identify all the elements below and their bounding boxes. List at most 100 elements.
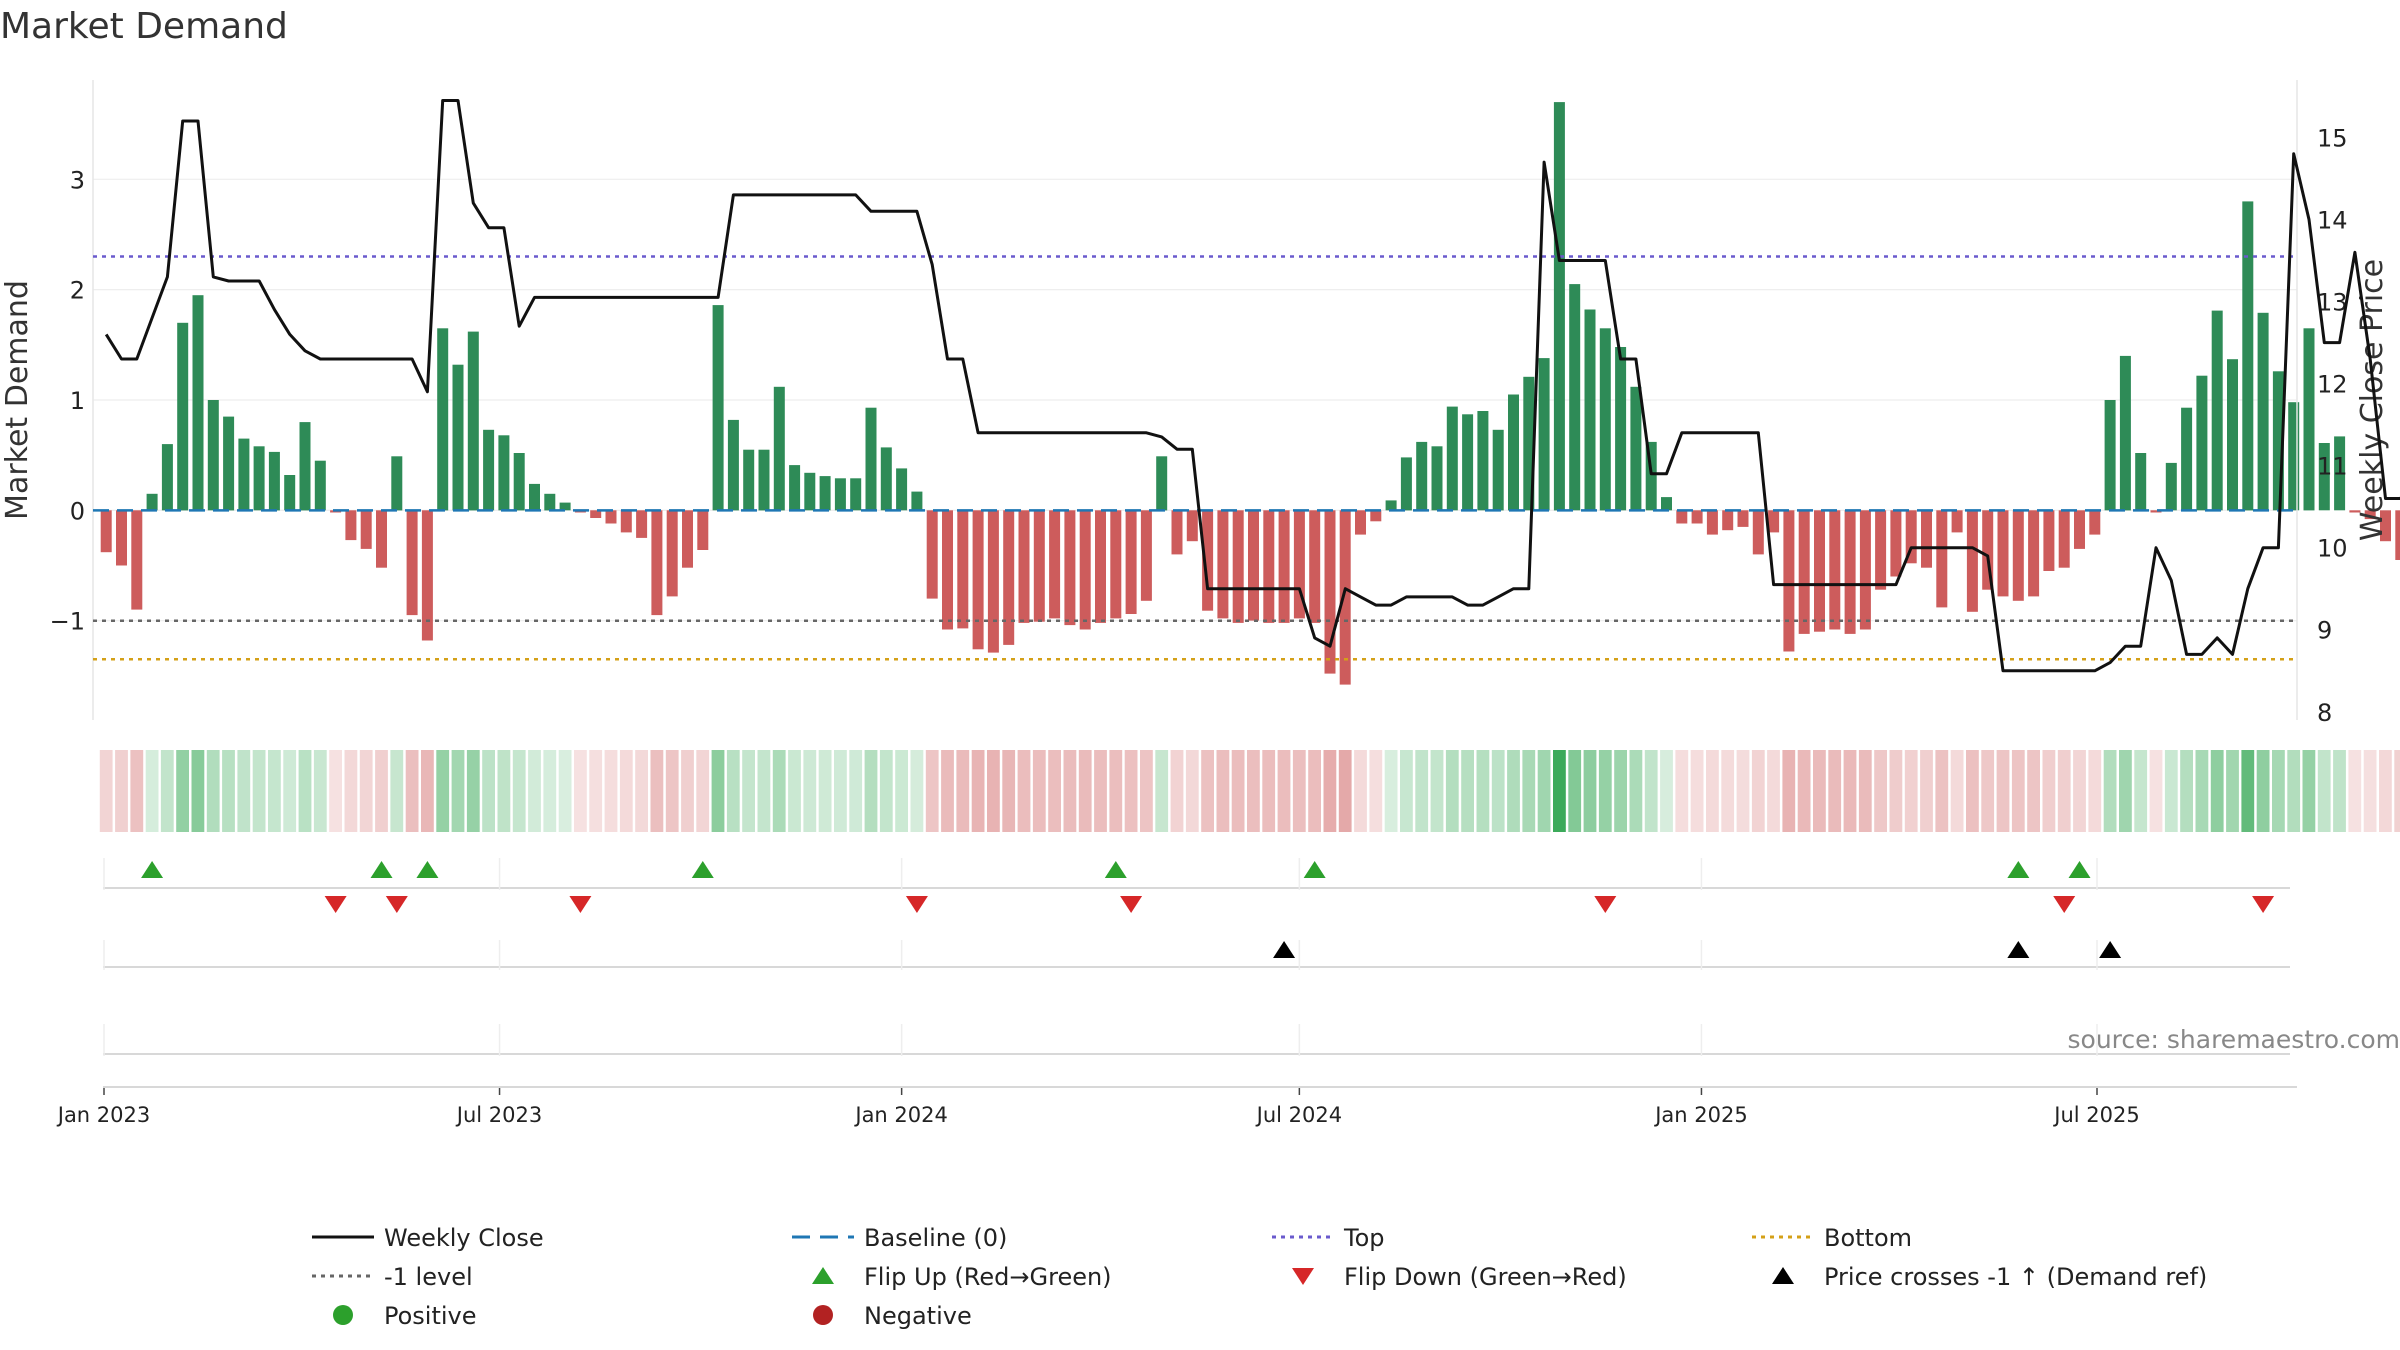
demand-bar [2257, 312, 2269, 511]
demand-bar [651, 510, 663, 616]
demand-bar [590, 510, 602, 518]
y2-tick-label: 11 [2317, 453, 2348, 481]
demand-bar [2150, 510, 2162, 513]
heat-cell [1797, 750, 1811, 832]
demand-bar [421, 510, 433, 641]
demand-bar [1248, 510, 1259, 621]
demand-bar [2119, 355, 2131, 511]
y2-tick-label: 9 [2317, 617, 2332, 645]
demand-bar [1997, 510, 2009, 597]
heat-cell [925, 750, 939, 832]
demand-bar [1339, 510, 1351, 685]
heat-cell [130, 750, 144, 832]
legend-label: Positive [384, 1302, 477, 1330]
legend-label: Baseline (0) [864, 1224, 1007, 1252]
legend-label: Top [1343, 1224, 1385, 1252]
demand-bar [2364, 510, 2376, 520]
heat-cell [1507, 750, 1520, 832]
demand-bar [1110, 510, 1122, 619]
heat-cell [1568, 750, 1582, 832]
heat-cell [1782, 750, 1796, 832]
heat-cell [1461, 750, 1474, 832]
legend-swatch [813, 1305, 833, 1325]
demand-bar [1064, 510, 1076, 626]
heat-cell [681, 750, 694, 832]
demand-bar [207, 400, 219, 511]
demand-bar [1477, 411, 1489, 511]
heat-cell [635, 750, 648, 832]
y2-tick-label: 14 [2317, 206, 2348, 234]
demand-bar [1309, 510, 1321, 623]
heat-cell [1338, 750, 1352, 832]
heat-cell [512, 750, 526, 832]
heat-cell [864, 750, 878, 832]
demand-bar [1982, 510, 1994, 590]
demand-bar [1217, 510, 1229, 619]
demand-heat-strip [99, 750, 2400, 832]
heat-cell [1445, 750, 1459, 832]
demand-bar [2395, 510, 2400, 560]
heat-cell [834, 750, 847, 832]
heat-cell [1706, 750, 1719, 832]
heat-cell [1935, 750, 1949, 832]
heat-cell [1858, 750, 1872, 832]
heat-cell [2241, 750, 2255, 832]
heat-cell [849, 750, 863, 832]
heat-cell [145, 750, 159, 832]
demand-bar [666, 510, 678, 597]
demand-bar [1079, 510, 1091, 630]
demand-bar [1400, 457, 1412, 511]
heat-cell [1614, 750, 1627, 832]
flip-down-marker [1594, 896, 1617, 913]
heat-cell [2256, 750, 2270, 832]
heat-cell [2164, 750, 2178, 832]
demand-bar [743, 449, 755, 511]
heat-cell [1598, 750, 1612, 832]
heat-cell [2073, 750, 2086, 832]
legend-label: Flip Up (Red→Green) [864, 1263, 1112, 1291]
heat-cell [1537, 750, 1551, 832]
heat-cell [1017, 750, 1031, 832]
heat-cell [1491, 750, 1505, 832]
demand-bar [2349, 510, 2361, 513]
y-tick-label: 1 [70, 387, 85, 415]
heat-cell [2272, 750, 2285, 832]
heat-cell [558, 750, 572, 832]
heat-cell [2103, 750, 2117, 832]
demand-bar [498, 435, 510, 511]
demand-bar [1293, 510, 1305, 619]
demand-bar [2074, 510, 2085, 549]
demand-bar [391, 456, 403, 511]
demand-bar [834, 478, 846, 511]
demand-bar [1890, 510, 1902, 577]
demand-bar [1936, 510, 1948, 608]
heat-cell [405, 750, 419, 832]
heat-cell [1828, 750, 1842, 832]
heat-cell [1292, 750, 1306, 832]
heat-cell [1063, 750, 1077, 832]
heat-cell [2134, 750, 2148, 832]
heat-cell [237, 750, 251, 832]
flip-up-marker [141, 861, 164, 878]
heat-cell [803, 750, 817, 832]
demand-bar [1431, 446, 1443, 511]
flip-up-marker [370, 861, 393, 878]
heat-cell [390, 750, 404, 832]
demand-bar [1722, 510, 1734, 531]
demand-bar [2272, 371, 2284, 511]
heat-cell [589, 750, 603, 832]
heat-cell [359, 750, 373, 832]
flip-up-marker [2007, 861, 2030, 878]
demand-bar [1125, 510, 1137, 614]
heat-cell [1751, 750, 1765, 832]
heat-cell [1553, 750, 1566, 832]
demand-bar [192, 295, 204, 511]
heat-cell [1277, 750, 1291, 832]
legend-label: Flip Down (Green→Red) [1344, 1263, 1627, 1291]
heat-cell [1721, 750, 1735, 832]
heat-cell [1415, 750, 1429, 832]
demand-bar [1462, 414, 1474, 511]
flip-up-marker [416, 861, 439, 878]
heat-cell [1369, 750, 1383, 832]
